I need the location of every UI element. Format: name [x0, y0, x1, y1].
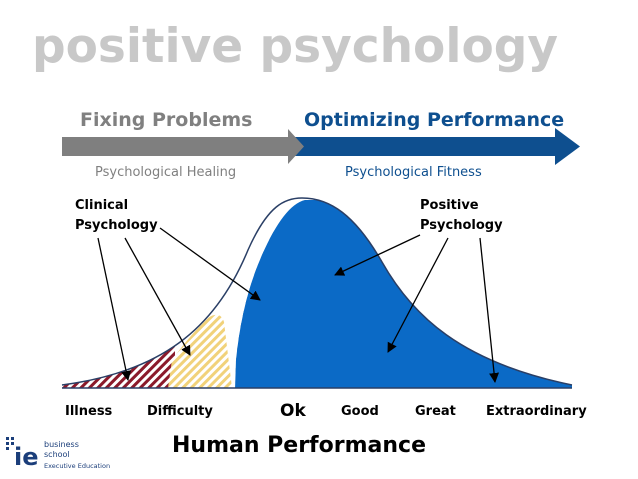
logo-text-executive-education: Executive Education: [44, 462, 110, 470]
ie-business-school-logo: ie business school Executive Education: [6, 437, 110, 471]
illness-hatch-region: [62, 345, 175, 388]
fixing-arrow-head: [288, 129, 304, 164]
positive-region: [232, 200, 572, 388]
progress-arrow: [62, 128, 580, 165]
axis-label-extraordinary: Extraordinary: [486, 404, 587, 419]
axis-labels: Illness Difficulty Ok Good Great Extraor…: [65, 401, 587, 421]
curve-outline: [61, 197, 573, 386]
slide-title: positive psychology: [32, 19, 558, 74]
clinical-arrow-illness: [97, 237, 132, 381]
clinical-arrow-ok: [159, 227, 261, 301]
axis-label-difficulty: Difficulty: [147, 404, 213, 419]
logo-mark: ie: [14, 443, 39, 471]
difficulty-hatch-region: [168, 314, 232, 388]
optimizing-arrow-bar: [295, 137, 557, 156]
axis-label-ok: Ok: [280, 401, 306, 421]
axis-label-good: Good: [341, 404, 379, 419]
positive-psychology-label: Positive Psychology: [420, 198, 503, 233]
psychological-healing-label: Psychological Healing: [95, 165, 236, 180]
clinical-arrow-difficulty: [124, 237, 191, 356]
bell-curve: [61, 197, 573, 389]
callout-arrows: [97, 227, 500, 383]
logo-text-school: school: [44, 450, 70, 459]
fixing-arrow-bar: [62, 137, 302, 156]
positive-arrow-great: [387, 237, 449, 353]
fixing-problems-label: Fixing Problems: [80, 109, 252, 131]
positive-arrow-good: [334, 234, 421, 276]
logo-text-business: business: [44, 440, 79, 449]
axis-label-great: Great: [415, 404, 456, 419]
optimizing-arrow-head: [555, 128, 580, 165]
axis-label-illness: Illness: [65, 404, 113, 419]
axis-title: Human Performance: [172, 433, 426, 458]
clinical-psychology-label: Clinical Psychology: [75, 198, 158, 233]
logo-dots: [6, 437, 14, 450]
psychological-fitness-label: Psychological Fitness: [345, 165, 482, 180]
positive-arrow-extraordinary: [479, 237, 500, 383]
optimizing-performance-label: Optimizing Performance: [304, 109, 564, 131]
